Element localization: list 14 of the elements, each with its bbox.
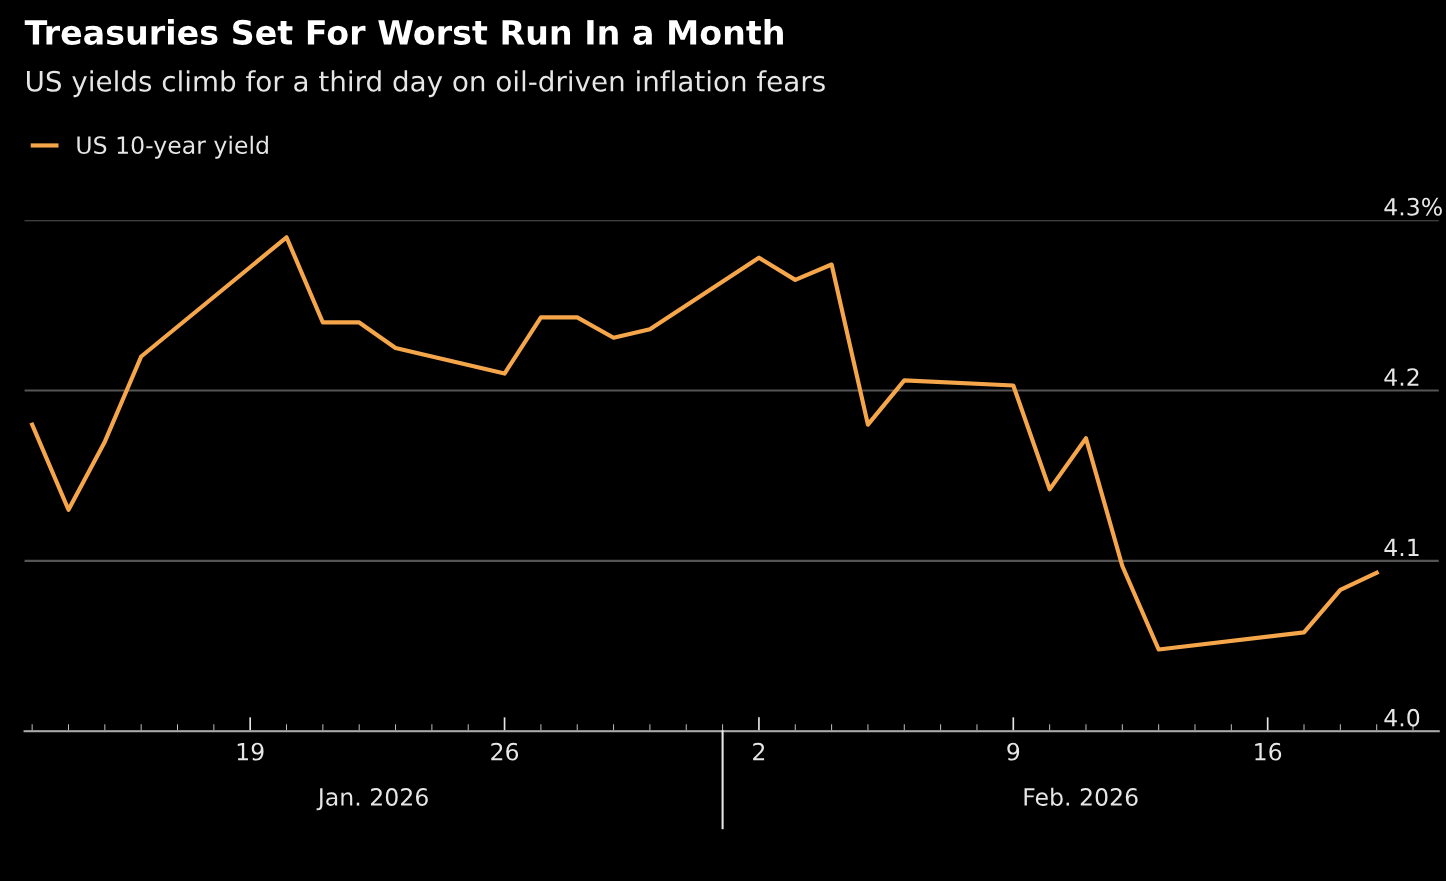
x-tick-label: 19 <box>237 742 264 761</box>
y-tick-label: 4.1 <box>1384 538 1419 556</box>
y-tick-label: 4.0 <box>1384 708 1420 727</box>
text: Feb. 2026 <box>1024 787 1138 806</box>
text: Jan. 2026 <box>316 788 428 811</box>
x-tick-label: 16 <box>1255 742 1282 761</box>
chart-title: Treasuries Set For Worst Run In a Month <box>24 19 783 45</box>
legend-label: US 10-year yield <box>77 135 268 159</box>
x-tick-label: 9 <box>1007 742 1020 761</box>
x-tick-label: 2 <box>753 742 765 761</box>
chart-subtitle: US yields climb for a third day on oil-driven inflation fears <box>27 70 825 98</box>
y-tick-label: 4.2 <box>1384 368 1419 386</box>
y-tick-label: 4.3% <box>1384 197 1442 216</box>
x-tick-label: 26 <box>491 742 519 761</box>
